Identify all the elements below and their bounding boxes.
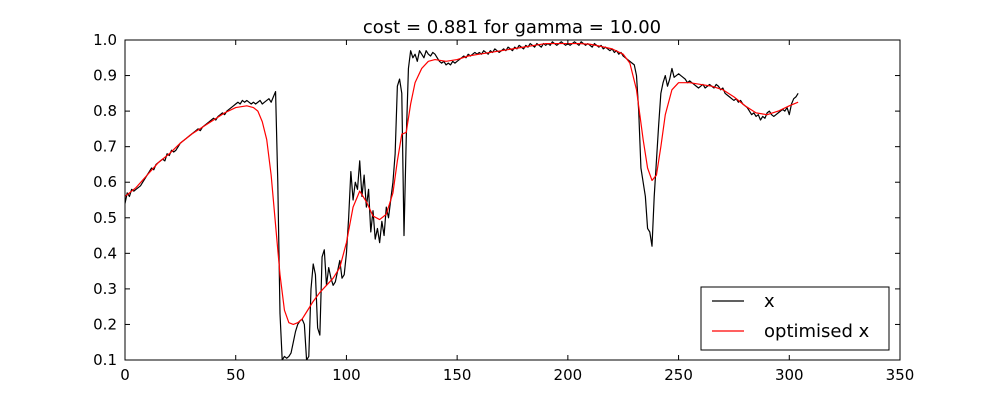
legend: x optimised x (700, 286, 890, 351)
y-tick-label: 0.1 (93, 351, 117, 369)
x-tick-label: 350 (886, 366, 915, 384)
y-tick-label: 0.3 (93, 280, 117, 298)
x-tick-label: 250 (664, 366, 693, 384)
y-tick-label: 0.5 (93, 209, 117, 227)
chart-title: cost = 0.881 for gamma = 10.00 (363, 17, 661, 38)
legend-box (700, 286, 890, 351)
y-tick-label: 0.2 (93, 315, 117, 333)
series-layer (125, 41, 799, 360)
x-tick-label: 150 (443, 366, 472, 384)
y-tick-label: 0.4 (93, 244, 117, 262)
x-tick-label: 0 (120, 366, 130, 384)
legend-label-optimised-x: optimised x (764, 321, 870, 342)
ticks-layer: 0 50 100 150 200 250 300 350 0.1 0.2 0.3 0.4 0.5 0.6 0… (93, 31, 914, 384)
y-tick-label: 0.9 (93, 67, 117, 85)
y-tick-label: 0.8 (93, 102, 117, 120)
x-tick-label: 300 (775, 366, 804, 384)
series-line-x (125, 41, 799, 360)
x-tick-label: 50 (226, 366, 245, 384)
plot-area: 0 50 100 150 200 250 300 350 0.1 0.2 0.3 0.4 0.5 0.6 0… (93, 31, 914, 384)
plot-frame (124, 39, 901, 361)
y-tick-label: 0.7 (93, 138, 117, 156)
x-tick-label: 100 (332, 366, 361, 384)
x-tick-label: 200 (554, 366, 583, 384)
y-tick-label: 1.0 (93, 31, 117, 49)
legend-label-x: x (764, 291, 775, 312)
y-tick-label: 0.6 (93, 173, 117, 191)
series-line-optimised-x (125, 42, 799, 326)
